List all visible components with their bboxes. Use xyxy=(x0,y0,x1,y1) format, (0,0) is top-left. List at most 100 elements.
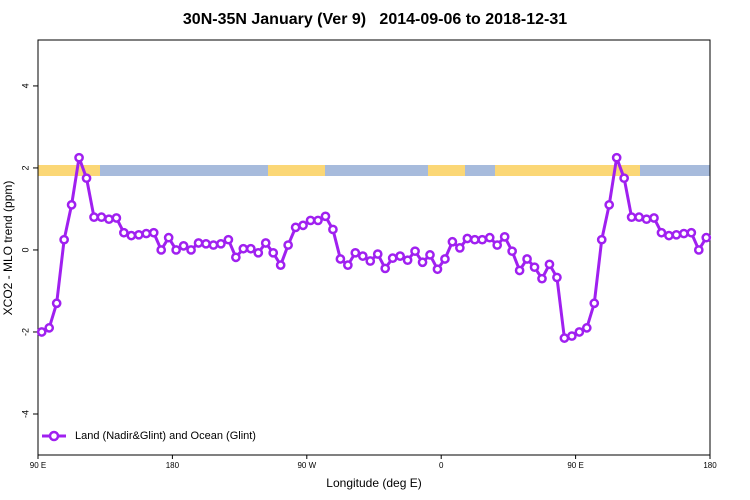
data-point xyxy=(440,254,450,264)
data-point xyxy=(245,243,256,254)
x-tick-label: 180 xyxy=(166,461,180,470)
data-point xyxy=(492,240,503,250)
data-point xyxy=(596,234,607,245)
data-point xyxy=(380,263,391,274)
y-tick-label: 0 xyxy=(20,247,30,252)
data-point xyxy=(664,230,674,241)
data-point xyxy=(275,260,286,270)
data-point xyxy=(186,245,196,255)
data-point xyxy=(357,251,368,261)
data-point xyxy=(477,234,488,245)
data-point xyxy=(44,323,55,333)
data-point xyxy=(552,272,562,283)
data-point xyxy=(574,327,585,337)
data-point xyxy=(537,273,547,284)
data-point xyxy=(343,260,353,270)
x-tick-label: 90 W xyxy=(297,461,316,470)
data-point xyxy=(133,229,144,240)
data-point xyxy=(507,246,517,257)
data-point xyxy=(335,254,346,264)
data-point xyxy=(544,259,555,270)
data-point xyxy=(89,212,99,223)
data-point xyxy=(74,152,84,163)
legend-label: Land (Nadir&Glint) and Ocean (Glint) xyxy=(75,430,256,442)
data-point xyxy=(350,247,361,258)
data-point xyxy=(268,247,279,258)
plot-frame xyxy=(37,39,711,456)
x-tick-label: 0 xyxy=(439,461,444,470)
data-point xyxy=(514,265,525,276)
data-point xyxy=(119,227,129,238)
data-point xyxy=(178,241,189,251)
data-point xyxy=(462,233,473,244)
data-point xyxy=(387,253,398,264)
data-point xyxy=(626,212,637,223)
x-axis-label: Longitude (deg E) xyxy=(326,476,421,490)
data-point xyxy=(260,238,271,248)
data-point xyxy=(104,214,114,225)
data-point xyxy=(410,246,420,257)
data-point xyxy=(529,262,540,273)
data-point xyxy=(126,230,137,241)
y-tick-label: -4 xyxy=(20,410,30,418)
data-point xyxy=(305,215,316,226)
data-point xyxy=(36,327,47,337)
data-point xyxy=(395,251,405,261)
land-ocean-band xyxy=(38,165,710,176)
data-point xyxy=(649,213,659,223)
data-point xyxy=(522,254,532,264)
data-point xyxy=(231,252,241,263)
data-point xyxy=(59,234,69,245)
data-point xyxy=(141,228,152,239)
data-point xyxy=(581,323,592,333)
data-point xyxy=(253,247,264,258)
data-point xyxy=(51,298,62,309)
data-point xyxy=(671,229,682,240)
data-point xyxy=(693,245,704,255)
data-point xyxy=(559,333,570,343)
data-point xyxy=(365,256,376,266)
y-axis-label: XCO2 - MLO trend (ppm) xyxy=(1,181,15,316)
data-point xyxy=(328,224,338,235)
land-band xyxy=(268,165,325,176)
data-point xyxy=(171,245,181,255)
land-band xyxy=(495,165,640,176)
data-point xyxy=(216,238,226,249)
data-point xyxy=(567,331,577,341)
data-point xyxy=(619,173,629,184)
x-tick-label: 90 E xyxy=(567,461,583,470)
data-point xyxy=(611,152,622,163)
data-point xyxy=(238,243,249,254)
data-point xyxy=(208,240,219,250)
data-point xyxy=(223,234,234,245)
data-point xyxy=(96,212,107,223)
data-point xyxy=(298,220,308,231)
land-band xyxy=(38,165,100,176)
data-point xyxy=(686,227,697,238)
y-tick-label: 2 xyxy=(20,165,30,170)
data-point xyxy=(656,227,667,238)
legend-marker xyxy=(48,430,60,442)
data-point xyxy=(589,298,600,309)
data-point xyxy=(469,234,480,245)
data-point xyxy=(201,238,211,249)
legend: Land (Nadir&Glint) and Ocean (Glint) xyxy=(42,430,256,442)
data-point xyxy=(81,173,92,184)
data-point xyxy=(455,243,465,253)
data-point xyxy=(447,236,458,247)
data-point xyxy=(432,264,443,275)
data-point xyxy=(484,232,495,243)
y-tick-label: 4 xyxy=(20,83,30,88)
data-point xyxy=(156,245,167,255)
data-point xyxy=(163,232,174,243)
data-point xyxy=(193,238,204,248)
ocean-band xyxy=(38,165,710,176)
data-point xyxy=(604,200,615,210)
data-point xyxy=(313,215,323,226)
data-point xyxy=(679,228,689,239)
y-tick-label: -2 xyxy=(20,328,30,336)
data-point xyxy=(148,227,159,238)
data-point xyxy=(701,232,712,243)
